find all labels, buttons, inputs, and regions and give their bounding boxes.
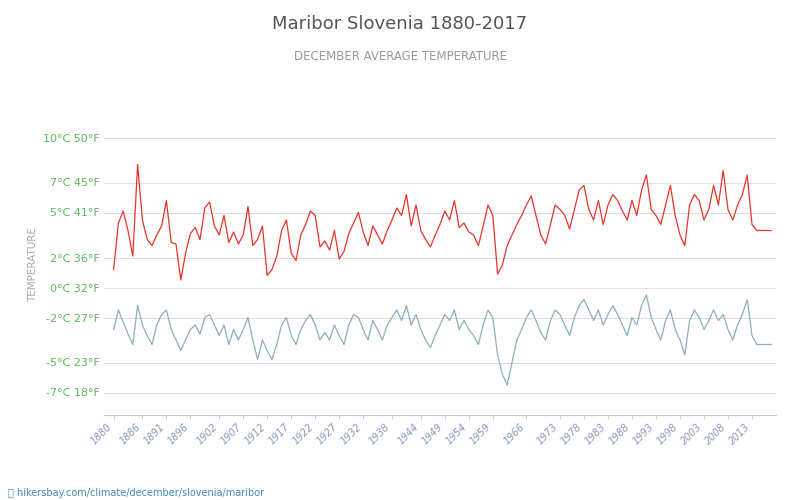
Text: DECEMBER AVERAGE TEMPERATURE: DECEMBER AVERAGE TEMPERATURE [294,50,506,63]
Y-axis label: TEMPERATURE: TEMPERATURE [28,228,38,302]
Text: 🌐 hikersbay.com/climate/december/slovenia/maribor: 🌐 hikersbay.com/climate/december/sloveni… [8,488,264,498]
Text: Maribor Slovenia 1880-2017: Maribor Slovenia 1880-2017 [273,15,527,33]
